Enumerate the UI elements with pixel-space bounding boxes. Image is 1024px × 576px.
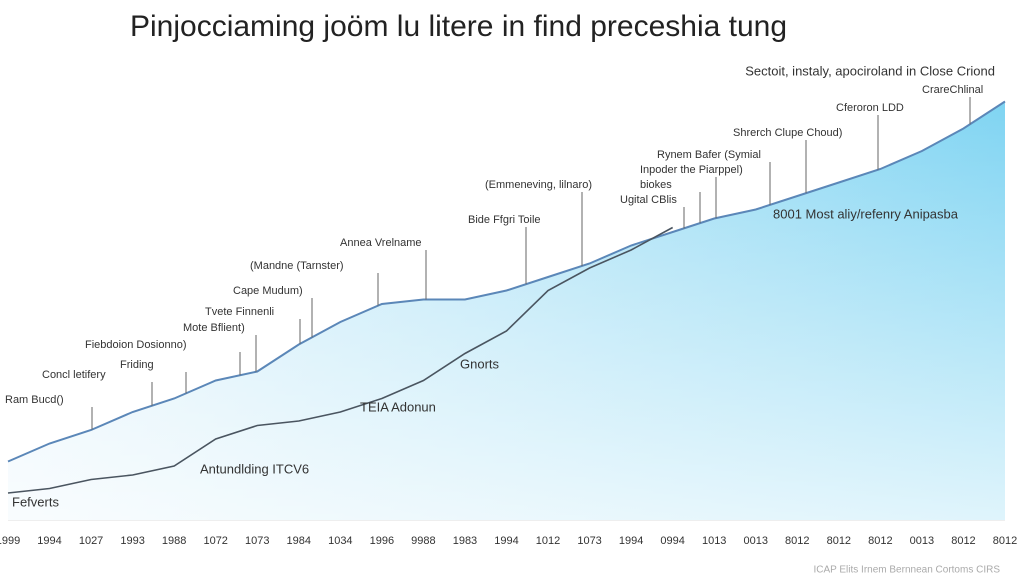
x-tick-label: 1994 — [37, 535, 61, 547]
annotation: Cferoron LDD — [836, 102, 904, 114]
line — [7, 226, 674, 494]
x-tick-label: 1993 — [120, 535, 144, 547]
area-line — [7, 100, 1006, 463]
area-fade — [8, 101, 1005, 520]
x-tick-label: 1984 — [287, 535, 311, 547]
x-tick-label: 1999 — [0, 535, 20, 547]
x-tick-label: 8012 — [868, 535, 892, 547]
line-label: TEIA Adonun — [360, 399, 436, 414]
annotation: (Emmeneving, lilnaro) — [485, 179, 592, 191]
x-tick-label: 1073 — [577, 535, 601, 547]
x-tick-label: 1013 — [702, 535, 726, 547]
x-tick-label: 1072 — [203, 535, 227, 547]
x-tick-label: 1996 — [370, 535, 394, 547]
annotation: Annea Vrelname — [340, 237, 422, 249]
annotation: biokes — [640, 179, 672, 191]
annotation: (Mandne (Tarnster) — [250, 260, 344, 272]
annotation: Friding — [120, 359, 154, 371]
annotation: Ugital CBlis — [620, 194, 677, 206]
x-tick-label: 8012 — [827, 535, 851, 547]
annotation: Ram Bucd() — [5, 394, 64, 406]
x-tick-label: 0013 — [910, 535, 934, 547]
x-tick-label: 1034 — [328, 535, 352, 547]
x-tick-label: 8012 — [951, 535, 975, 547]
subtitle: Sectoit, instaly, apociroland in Close C… — [745, 63, 995, 78]
annotation: Concl letifery — [42, 369, 106, 381]
x-tick-label: 0994 — [660, 535, 684, 547]
x-tick-label: 1988 — [162, 535, 186, 547]
footer: ICAP Elits Irnem Bernnean Cortoms CIRS — [813, 565, 1000, 576]
annotation: Tvete Finnenli — [205, 306, 274, 318]
x-tick-label: 1027 — [79, 535, 103, 547]
x-tick-label: 1994 — [494, 535, 518, 547]
x-tick-label: 1073 — [245, 535, 269, 547]
line-label: Gnorts — [460, 356, 500, 371]
line-label: Fefverts — [12, 494, 59, 509]
chart-title: Pinjocciaming joöm lu litere in find pre… — [130, 10, 787, 43]
annotation: Shrerch Clupe Choud) — [733, 127, 842, 139]
area-label: 8001 Most aliy/refenry Anipasba — [773, 206, 959, 221]
x-tick-label: 1994 — [619, 535, 643, 547]
annotation: CrareChlinal — [922, 84, 983, 96]
annotation: Cape Mudum) — [233, 285, 303, 297]
x-tick-label: 0013 — [744, 535, 768, 547]
annotation: Rynem Bafer (Symial — [657, 149, 761, 161]
x-tick-label: 8012 — [993, 535, 1017, 547]
line-label: Antundlding ITCV6 — [200, 461, 309, 476]
x-tick-label: 1983 — [453, 535, 477, 547]
x-tick-label: 8012 — [785, 535, 809, 547]
annotation: Bide Ffgri Toile — [468, 214, 541, 226]
x-tick-label: 9988 — [411, 535, 435, 547]
x-tick-label: 1012 — [536, 535, 560, 547]
annotation: Inpoder the Piarppel) — [640, 164, 743, 176]
annotation: Mote Bflient) — [183, 322, 245, 334]
annotation: Fiebdoion Dosionno) — [85, 339, 187, 351]
